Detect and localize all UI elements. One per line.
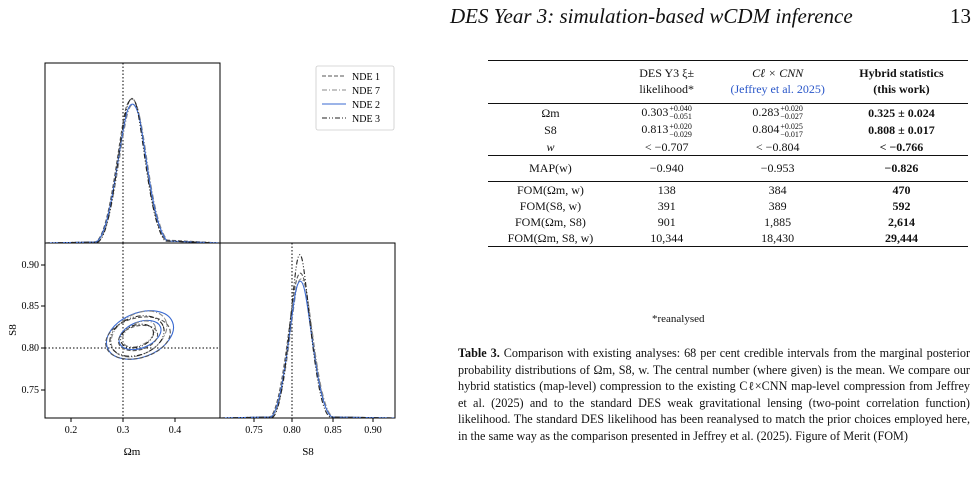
table-row: FOM(Ωm, S8, w) 10,344 18,430 29,444 xyxy=(488,230,968,247)
contour-nde7-inner xyxy=(121,320,157,348)
caption-text: Comparison with existing analyses: 68 pe… xyxy=(458,346,971,443)
table-cell: 0.808 ± 0.017 xyxy=(868,122,935,137)
legend-label-nde7: NDE 7 xyxy=(352,86,380,97)
s8-y-tick-label: 0.75 xyxy=(22,385,40,396)
param-label: S8 xyxy=(544,122,557,137)
table-cell: < −0.766 xyxy=(879,139,924,154)
param-label: Ωm xyxy=(488,103,613,122)
table-cell: < −0.707 xyxy=(644,139,689,154)
s8-x-tick-label: 0.80 xyxy=(283,425,301,436)
omega-tick-label: 0.2 xyxy=(65,425,78,436)
s8-y-label: S8 xyxy=(7,324,19,336)
table-cell: 18,430 xyxy=(761,230,795,245)
legend-label-nde3: NDE 3 xyxy=(352,114,380,125)
table-cell: 0.813+0.020 −0.029 xyxy=(641,121,692,139)
s8-posterior-nde3 xyxy=(220,254,395,418)
omega-tick-label: 0.4 xyxy=(169,425,182,436)
omega-posterior-nde3 xyxy=(45,97,220,243)
map-label: MAP(w) xyxy=(488,154,613,181)
header-hybrid-line1: Hybrid statistics xyxy=(859,66,944,80)
table-header-row: DES Y3 ξ± likelihood* Cℓ × CNN (Jeffrey et… xyxy=(488,60,968,104)
table-cell: 384 xyxy=(720,180,835,198)
header-cnn-line1: Cℓ × CNN xyxy=(752,66,804,80)
legend-label-nde2: NDE 2 xyxy=(352,100,380,111)
bottom-right-panel-frame xyxy=(219,242,396,419)
page-number: 13 xyxy=(950,4,971,28)
table-row: S8 0.813+0.020 −0.029 0.804+0.025 −0.017 0… xyxy=(488,121,968,138)
table-cell: 29,444 xyxy=(884,230,918,245)
omega-tick-label: 0.3 xyxy=(117,425,130,436)
contour-nde1-inner xyxy=(117,324,159,352)
omega-x-label: Ωm xyxy=(124,446,141,458)
table-cell: 1,885 xyxy=(764,214,792,229)
header-cnn: Cℓ × CNN (Jeffrey et al. 2025) xyxy=(720,60,835,104)
table-row: FOM(Ωm, S8) 901 1,885 2,614 xyxy=(488,214,968,230)
table-caption: Table 3. Comparison with existing analys… xyxy=(458,345,970,444)
omega-x-ticks: 0.2 0.3 0.4 xyxy=(65,418,182,436)
table-row: FOM(S8, w) 391 389 592 xyxy=(488,198,968,214)
s8-y-tick-label: 0.90 xyxy=(22,260,40,271)
table-cell: < −0.804 xyxy=(755,139,800,154)
table-cell: 0.283+0.020 −0.027 xyxy=(720,103,835,122)
table-cell: 2,614 xyxy=(887,214,915,229)
header-des: DES Y3 ξ± likelihood* xyxy=(612,60,721,104)
table-row: FOM(Ωm, w) 138 384 470 xyxy=(488,180,968,198)
omega-posterior-nde7 xyxy=(45,103,220,243)
bottom-left-panel-frame xyxy=(44,242,221,419)
table-cell: 0.325 ± 0.024 xyxy=(834,103,968,122)
table-cell: 389 xyxy=(768,198,787,213)
running-header: DES Year 3: simulation-based wCDM infere… xyxy=(450,4,970,29)
table-cell: −0.953 xyxy=(720,154,835,181)
s8-posterior-nde1 xyxy=(220,272,395,418)
table-cell: −0.826 xyxy=(834,154,968,181)
table-cell: 0.303+0.040 −0.051 xyxy=(612,103,721,122)
table-cell: 470 xyxy=(834,180,968,198)
s8-y-tick-label: 0.80 xyxy=(22,343,40,354)
table-row: MAP(w) −0.940 −0.953 −0.826 xyxy=(488,154,968,181)
header-cnn-citation-link[interactable]: (Jeffrey et al. 2025) xyxy=(730,82,825,96)
legend-label-nde1: NDE 1 xyxy=(352,72,380,83)
table-cell: −0.940 xyxy=(612,154,721,181)
corner-plot-figure: NDE 1 NDE 7 NDE 2 NDE 3 0.2 0.3 0.4 Ωm 0… xyxy=(7,62,396,458)
top-left-panel-frame xyxy=(44,62,221,244)
table-cell: 391 xyxy=(657,198,676,213)
legend: NDE 1 NDE 7 NDE 2 NDE 3 xyxy=(315,65,395,131)
fom-label: FOM(Ωm, S8, w) xyxy=(507,230,594,245)
s8-y-tick-label: 0.85 xyxy=(22,301,40,312)
contour-nde3-inner xyxy=(120,323,154,349)
table-cell: 901 xyxy=(657,214,676,229)
fom-label: FOM(Ωm, w) xyxy=(488,180,613,198)
s8-x-label: S8 xyxy=(302,446,314,458)
running-title: DES Year 3: simulation-based wCDM infere… xyxy=(450,4,853,28)
header-des-line2: likelihood* xyxy=(639,82,695,96)
header-hybrid-line2: (this work) xyxy=(873,82,930,96)
s8-x-ticks: 0.75 0.80 0.85 0.90 xyxy=(245,418,382,436)
table-bottom-rule xyxy=(488,245,968,249)
s8-x-tick-label: 0.75 xyxy=(245,425,263,436)
omega-posterior-nde2 xyxy=(45,103,220,243)
contour-nde1-outer xyxy=(105,316,171,360)
comparison-table: DES Y3 ξ± likelihood* Cℓ × CNN (Jeffrey et… xyxy=(488,60,968,249)
fom-label: FOM(S8, w) xyxy=(519,198,582,213)
table-row: Ωm 0.303+0.040 −0.051 0.283+0.020 −0.027 0… xyxy=(488,103,968,122)
contour-nde3-outer xyxy=(109,315,165,357)
omega-posterior-nde1 xyxy=(45,98,220,243)
header-des-line1: DES Y3 ξ± xyxy=(639,66,695,80)
param-label: w xyxy=(546,139,555,154)
table-cell: 138 xyxy=(612,180,721,198)
table-row: w < −0.707 < −0.804 < −0.766 xyxy=(488,139,968,156)
header-hybrid: Hybrid statistics (this work) xyxy=(834,60,968,104)
table-footnote: *reanalysed xyxy=(652,313,705,325)
s8-y-ticks: 0.90 0.85 0.80 0.75 xyxy=(22,260,45,396)
table-cell: 0.804+0.025 −0.017 xyxy=(752,121,803,139)
caption-label: Table 3. xyxy=(458,346,500,360)
contour-nde2-inner xyxy=(118,319,162,351)
contour-nde7-outer xyxy=(110,310,168,358)
table-cell: 10,344 xyxy=(650,230,684,245)
fom-label: FOM(Ωm, S8) xyxy=(515,214,586,229)
s8-x-tick-label: 0.90 xyxy=(364,425,382,436)
s8-x-tick-label: 0.85 xyxy=(324,425,342,436)
table-cell: 592 xyxy=(892,198,911,213)
